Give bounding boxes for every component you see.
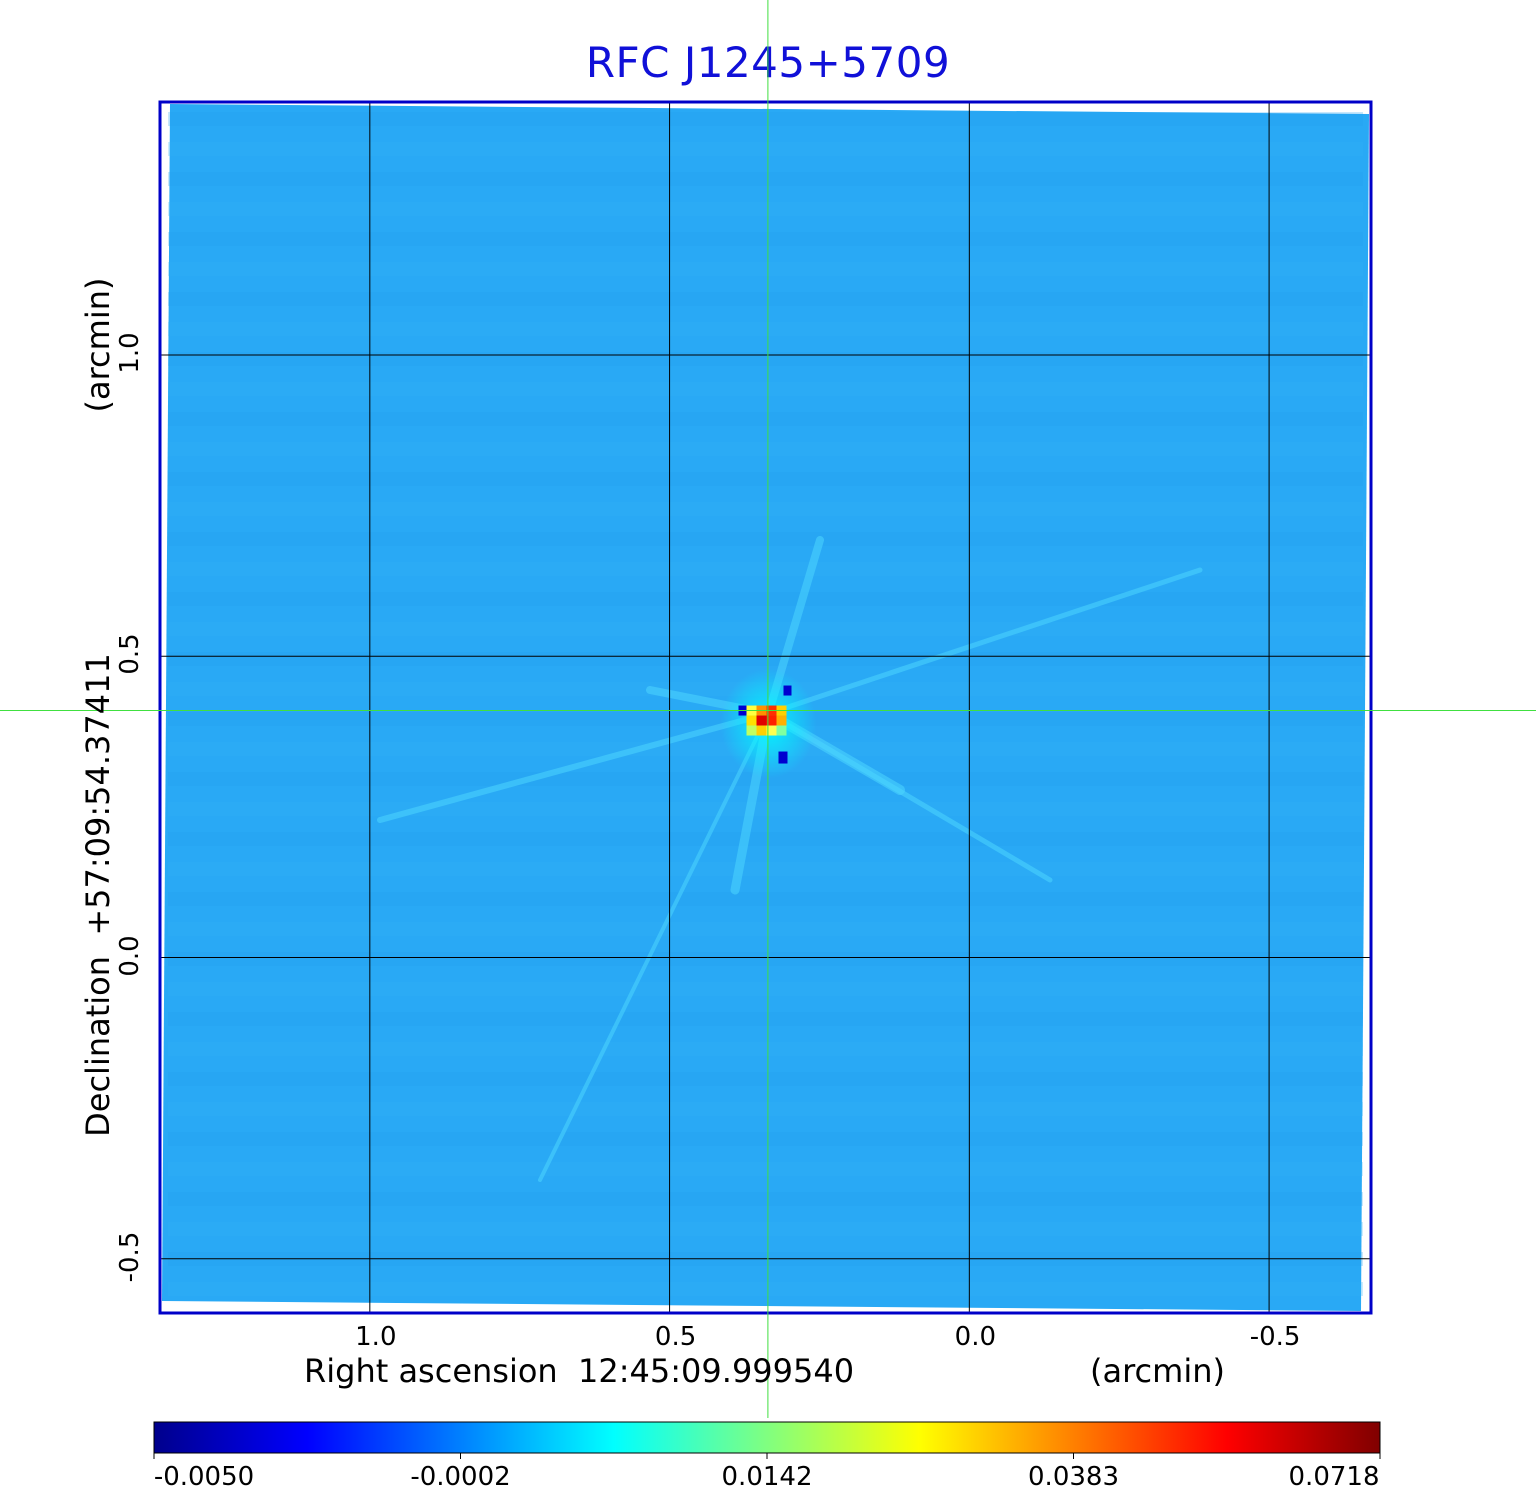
noise-band bbox=[168, 862, 1363, 876]
noise-band bbox=[168, 622, 1363, 636]
frame-layer bbox=[158, 100, 1373, 1315]
noise-band bbox=[168, 172, 1363, 186]
colorbar-layer bbox=[153, 1421, 1381, 1459]
x-tick-label: 0.5 bbox=[654, 1322, 697, 1352]
noise-band bbox=[168, 1072, 1363, 1086]
x-tick-label: 0.0 bbox=[954, 1322, 997, 1352]
noise-band bbox=[168, 472, 1363, 486]
source-pixel bbox=[766, 725, 777, 736]
y-axis-label: Declination +57:09:54.37411 bbox=[79, 653, 117, 1137]
noise-band bbox=[168, 652, 1363, 666]
sidelobe-streak bbox=[765, 711, 1053, 883]
crosshair-layer bbox=[0, 0, 1536, 1418]
source-pixel bbox=[746, 715, 757, 726]
noise-band bbox=[168, 802, 1363, 816]
noise-band bbox=[168, 832, 1363, 846]
noise-band bbox=[168, 502, 1363, 516]
noise-band bbox=[168, 952, 1363, 966]
plot-frame bbox=[158, 100, 1373, 1315]
noise-band bbox=[168, 442, 1363, 456]
map-layer bbox=[162, 104, 1369, 1311]
noise-band bbox=[168, 892, 1363, 906]
noise-band bbox=[168, 202, 1363, 216]
noise-band bbox=[168, 292, 1363, 306]
noise-band bbox=[168, 382, 1363, 396]
noise-band bbox=[168, 1222, 1363, 1236]
colorbar-tick-label: -0.0050 bbox=[153, 1462, 255, 1492]
noise-band bbox=[168, 352, 1363, 366]
x-tick-label: -0.5 bbox=[1249, 1322, 1301, 1352]
source-pixel bbox=[756, 725, 767, 736]
noise-band bbox=[168, 142, 1363, 156]
noise-band bbox=[168, 1192, 1363, 1206]
colorbar-tick-label: 0.0718 bbox=[1288, 1462, 1380, 1492]
noise-band bbox=[168, 532, 1363, 546]
source-pixel bbox=[766, 715, 777, 726]
noise-band bbox=[168, 1282, 1363, 1296]
x-axis-label: Right ascension 12:45:09.999540 bbox=[304, 1352, 855, 1390]
noise-band bbox=[168, 562, 1363, 576]
colorbar-tick-label: 0.0383 bbox=[1028, 1462, 1119, 1492]
source-pixel bbox=[756, 715, 767, 726]
noise-band bbox=[168, 772, 1363, 786]
noise-band bbox=[168, 982, 1363, 996]
noise-band bbox=[168, 322, 1363, 336]
y-tick-label: 0.0 bbox=[115, 934, 145, 977]
negative-pixel bbox=[778, 751, 788, 764]
y-axis-unit: (arcmin) bbox=[79, 277, 117, 413]
noise-band bbox=[168, 232, 1363, 246]
source-pixel bbox=[776, 725, 787, 736]
noise-band bbox=[168, 1012, 1363, 1026]
noise-band bbox=[168, 112, 1363, 126]
negative-pixel bbox=[783, 685, 792, 696]
noise-band bbox=[168, 1042, 1363, 1056]
colorbar-tick-label: -0.0002 bbox=[410, 1462, 511, 1492]
noise-band bbox=[168, 1132, 1363, 1146]
colorbar-tick-label: 0.0142 bbox=[721, 1462, 813, 1492]
source-pixel bbox=[746, 725, 757, 736]
noise-band bbox=[168, 412, 1363, 426]
sidelobe-streak bbox=[377, 710, 772, 823]
y-tick-label: -0.5 bbox=[115, 1231, 145, 1283]
noise-band bbox=[168, 262, 1363, 276]
source-pixel bbox=[776, 715, 787, 726]
noise-band bbox=[168, 922, 1363, 936]
colorbar bbox=[153, 1421, 1381, 1454]
y-tick-label: 1.0 bbox=[115, 332, 145, 374]
x-tick-label: 1.0 bbox=[355, 1322, 397, 1352]
noise-band bbox=[168, 1102, 1363, 1116]
x-axis-unit: (arcmin) bbox=[1090, 1352, 1225, 1390]
grid-layer bbox=[160, 102, 1371, 1313]
sidelobe-streak bbox=[765, 567, 1203, 717]
noise-band bbox=[168, 592, 1363, 606]
sidelobe-streak bbox=[538, 711, 771, 1182]
y-tick-label: 0.5 bbox=[115, 633, 145, 675]
noise-band bbox=[168, 1162, 1363, 1176]
